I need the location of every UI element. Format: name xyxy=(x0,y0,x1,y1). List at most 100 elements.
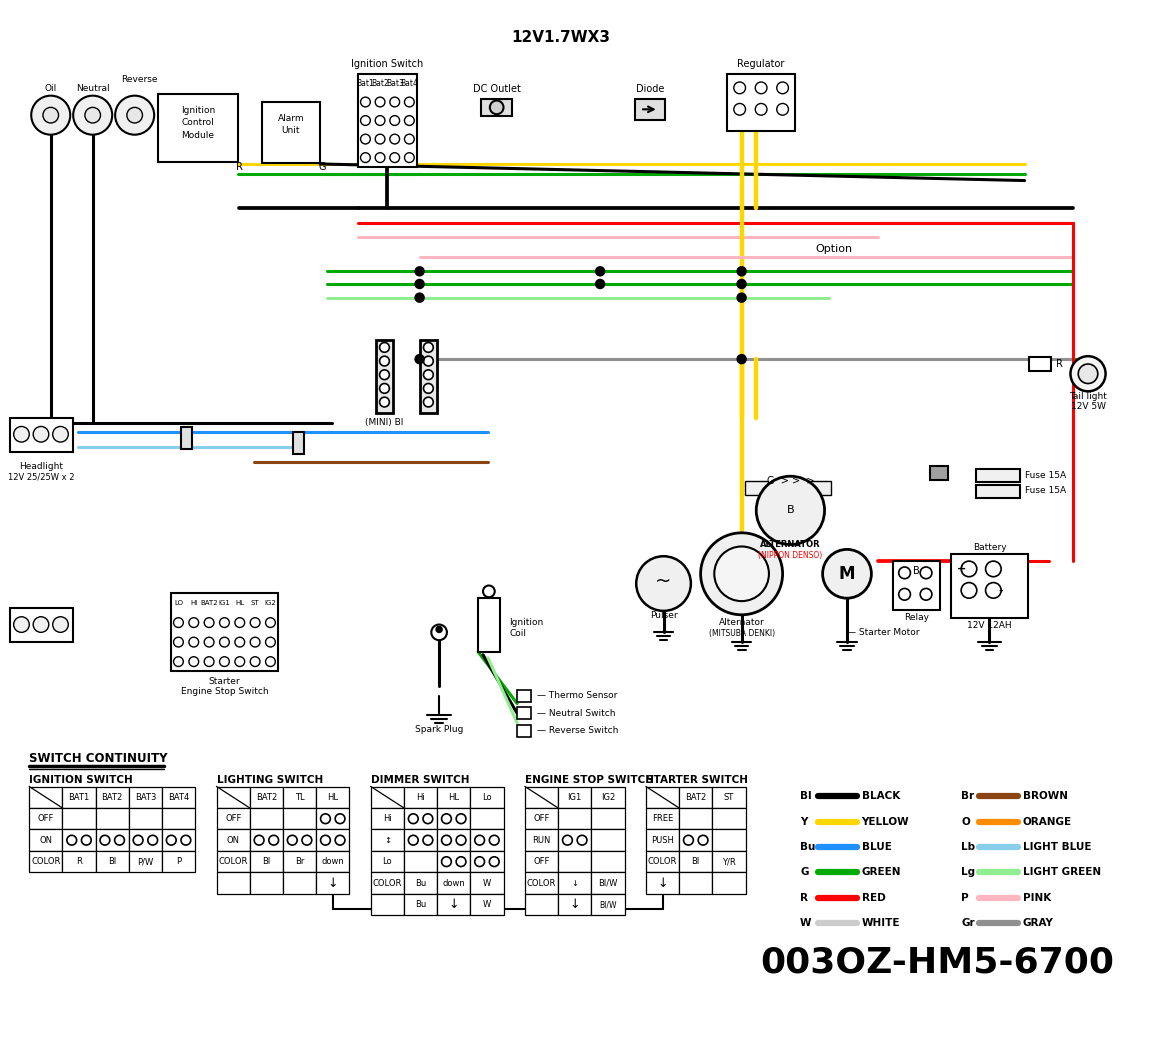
Circle shape xyxy=(1071,356,1105,391)
Text: GREEN: GREEN xyxy=(861,867,902,878)
Circle shape xyxy=(361,97,370,107)
Bar xyxy=(518,689,531,702)
Circle shape xyxy=(596,267,605,275)
Text: PUSH: PUSH xyxy=(651,836,674,845)
Text: Bl: Bl xyxy=(691,858,700,866)
Text: Br: Br xyxy=(294,858,305,866)
Text: M: M xyxy=(838,564,856,583)
Text: RED: RED xyxy=(861,892,886,903)
Text: 12V 25/25W x 2: 12V 25/25W x 2 xyxy=(8,473,75,481)
Bar xyxy=(808,481,831,495)
Circle shape xyxy=(380,397,390,407)
Bar xyxy=(951,554,1027,618)
Bar xyxy=(481,99,512,117)
Circle shape xyxy=(380,356,390,366)
Circle shape xyxy=(266,637,275,647)
Bar xyxy=(526,893,558,915)
Circle shape xyxy=(269,836,278,845)
Circle shape xyxy=(483,585,494,597)
Text: GRAY: GRAY xyxy=(1022,919,1053,928)
Circle shape xyxy=(266,618,275,627)
Circle shape xyxy=(375,135,385,144)
Text: COLOR: COLOR xyxy=(218,858,248,866)
Circle shape xyxy=(490,101,504,115)
Circle shape xyxy=(683,836,693,845)
Bar xyxy=(95,808,129,829)
Bar xyxy=(712,808,745,829)
Bar xyxy=(470,851,504,872)
Circle shape xyxy=(321,836,330,845)
Text: R: R xyxy=(236,162,243,172)
Bar xyxy=(404,829,437,851)
Circle shape xyxy=(189,618,199,627)
Text: Hi: Hi xyxy=(416,792,426,802)
Circle shape xyxy=(986,582,1002,598)
Text: BAT1: BAT1 xyxy=(68,792,90,802)
Bar xyxy=(646,829,680,851)
Text: STARTER SWITCH: STARTER SWITCH xyxy=(646,775,748,785)
Circle shape xyxy=(43,107,59,123)
Circle shape xyxy=(115,96,154,135)
Bar xyxy=(680,808,712,829)
Text: SWITCH CONTINUITY: SWITCH CONTINUITY xyxy=(29,751,168,765)
Circle shape xyxy=(205,637,214,647)
Bar xyxy=(976,470,1020,482)
Circle shape xyxy=(133,836,143,845)
Circle shape xyxy=(288,836,297,845)
Bar xyxy=(261,103,320,163)
Text: Module: Module xyxy=(182,131,215,140)
Text: B: B xyxy=(913,565,920,576)
Bar xyxy=(976,485,1020,498)
Bar xyxy=(591,893,624,915)
Text: G: G xyxy=(800,867,808,878)
Circle shape xyxy=(700,533,783,615)
Text: Bl: Bl xyxy=(800,791,812,801)
Bar xyxy=(370,872,404,893)
Text: COLOR: COLOR xyxy=(31,858,61,866)
Bar xyxy=(404,893,437,915)
Circle shape xyxy=(361,135,370,144)
Text: Bat2: Bat2 xyxy=(371,79,389,88)
Circle shape xyxy=(205,657,214,666)
Bar xyxy=(558,808,591,829)
Text: Pulser: Pulser xyxy=(650,612,677,620)
Circle shape xyxy=(33,427,48,442)
Text: BAT4: BAT4 xyxy=(168,792,190,802)
Circle shape xyxy=(167,836,176,845)
Text: Alarm: Alarm xyxy=(277,114,304,123)
Bar xyxy=(95,829,129,851)
Text: W: W xyxy=(483,879,491,888)
Bar xyxy=(95,786,129,808)
Text: Regulator: Regulator xyxy=(737,60,784,69)
Circle shape xyxy=(405,152,414,163)
Text: ALTERNATOR: ALTERNATOR xyxy=(760,540,821,549)
Text: BLUE: BLUE xyxy=(861,842,891,852)
Text: Battery: Battery xyxy=(973,543,1006,552)
Circle shape xyxy=(490,836,499,845)
Text: W: W xyxy=(483,900,491,909)
Bar xyxy=(470,872,504,893)
Bar xyxy=(29,786,62,808)
Circle shape xyxy=(390,97,399,107)
Circle shape xyxy=(737,355,746,364)
Text: LIGHT BLUE: LIGHT BLUE xyxy=(1022,842,1091,852)
Text: 12V1.7WX3: 12V1.7WX3 xyxy=(512,29,611,44)
Bar xyxy=(170,594,278,672)
Bar xyxy=(518,725,531,737)
Text: R: R xyxy=(800,892,808,903)
Text: P: P xyxy=(961,892,968,903)
Text: W: W xyxy=(800,919,812,928)
Circle shape xyxy=(405,97,414,107)
Text: 003OZ-HM5-6700: 003OZ-HM5-6700 xyxy=(760,945,1113,980)
Bar xyxy=(316,786,350,808)
Bar xyxy=(558,893,591,915)
Circle shape xyxy=(100,836,109,845)
Circle shape xyxy=(737,280,746,288)
Circle shape xyxy=(757,476,825,544)
Circle shape xyxy=(321,813,330,824)
Text: Br: Br xyxy=(961,791,974,801)
Circle shape xyxy=(361,116,370,125)
Text: G  > >  >: G > > > xyxy=(767,476,814,487)
Circle shape xyxy=(375,152,385,163)
Circle shape xyxy=(189,637,199,647)
